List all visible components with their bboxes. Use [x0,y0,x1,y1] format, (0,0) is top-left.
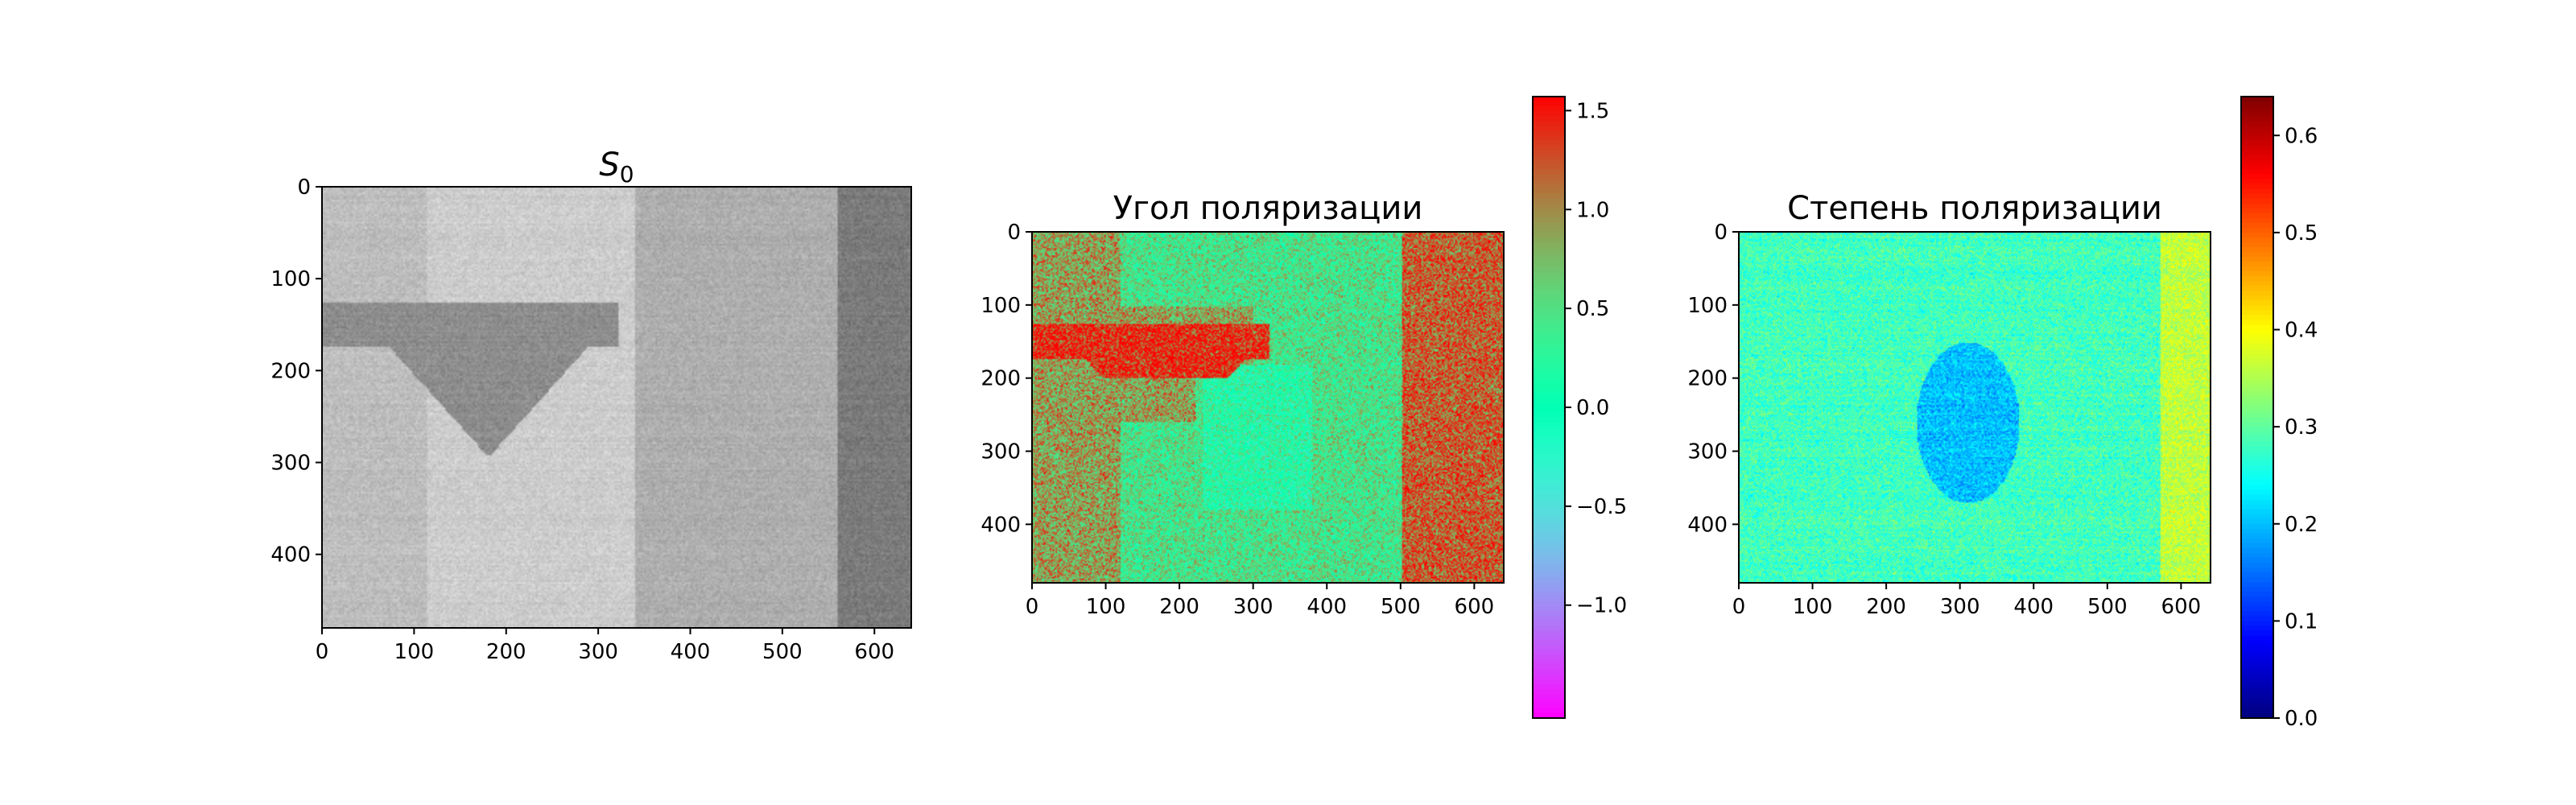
y-tick-label: 300 [1687,440,1728,464]
colorbar-tick-label: 0.3 [2285,415,2318,440]
x-tick-label: 100 [394,640,435,664]
colorbar-tick-label: −1.0 [1576,594,1627,618]
colorbar-tick-label: 1.5 [1576,99,1609,123]
x-tick-label: 600 [854,640,894,664]
chart-title: Степень поляризации [1787,190,2162,227]
colorbar-tick-label: 0.1 [2285,609,2318,634]
colorbar-tick-label: 0.4 [2285,319,2318,343]
x-tick-label: 300 [578,640,618,664]
panel-0: 0 100 200 300 400 500 600 0 100 200 300 400 S0 [270,147,912,664]
x-tick-label: 400 [671,640,711,664]
x-tick-label: 300 [1233,595,1274,619]
colorbar: 1.5 1.0 0.5 0.0 −0.5 −1.0 [1532,96,1627,719]
x-tick-label: 200 [1866,595,1906,619]
y-tick-label: 0 [297,175,311,200]
panel-1: 0 100 200 300 400 500 600 0 100 200 300 400 Угол пол… [980,96,1627,719]
y-tick-label: 200 [1687,367,1728,391]
chart-title: Угол поляризации [1113,190,1423,227]
y-tick-label: 300 [980,440,1021,464]
y-tick-label: 400 [1687,513,1728,537]
colorbar-tick-label: −0.5 [1576,495,1627,519]
colorbar-tick-label: 0.5 [2285,221,2318,246]
heatmap-image-0 [322,187,911,628]
y-tick-label: 0 [1007,221,1021,245]
axes-frame [1031,231,1505,584]
y-tick-label: 400 [980,513,1021,537]
y-tick-label: 200 [270,359,311,383]
y-tick-label: 100 [980,294,1021,318]
axes-frame [321,186,912,629]
colorbar-tick-label: 0.2 [2285,513,2318,537]
colorbar-tick-label: 1.0 [1576,198,1609,222]
x-tick-label: 500 [1381,595,1421,619]
colorbar-tick-label: 0.0 [2285,707,2318,731]
x-tick-label: 600 [1455,595,1495,619]
colorbar-tick-label: 0.5 [1576,297,1609,321]
x-tick-label: 0 [1026,595,1039,619]
y-tick-label: 100 [270,267,311,291]
x-tick-label: 200 [486,640,526,664]
heatmap-image-1 [1032,232,1504,583]
x-tick-label: 0 [316,640,329,664]
x-tick-label: 600 [2161,595,2202,619]
axes-frame [1738,231,2211,584]
colorbar-tick-label: 0.6 [2285,124,2318,148]
colorbar-tick-label: 0.0 [1576,396,1609,420]
y-tick-label: 200 [980,367,1021,391]
heatmap-image-2 [1739,232,2211,583]
x-tick-label: 300 [1940,595,1980,619]
y-tick-label: 400 [270,543,311,568]
x-tick-label: 100 [1793,595,1833,619]
x-tick-label: 100 [1086,595,1126,619]
y-tick-label: 0 [1714,221,1728,245]
x-tick-label: 500 [2087,595,2128,619]
y-tick-label: 100 [1687,294,1728,318]
x-tick-label: 0 [1732,595,1746,619]
x-tick-label: 400 [1307,595,1347,619]
chart-title: S0 [599,147,634,188]
x-tick-label: 500 [762,640,803,664]
panel-2: 0 100 200 300 400 500 600 0 100 200 300 400 Степень … [1687,96,2318,731]
x-tick-label: 400 [2013,595,2054,619]
colorbar: 0.6 0.5 0.4 0.3 0.2 0.1 0.0 [2240,96,2318,731]
x-tick-label: 200 [1159,595,1199,619]
y-tick-label: 300 [270,452,311,476]
